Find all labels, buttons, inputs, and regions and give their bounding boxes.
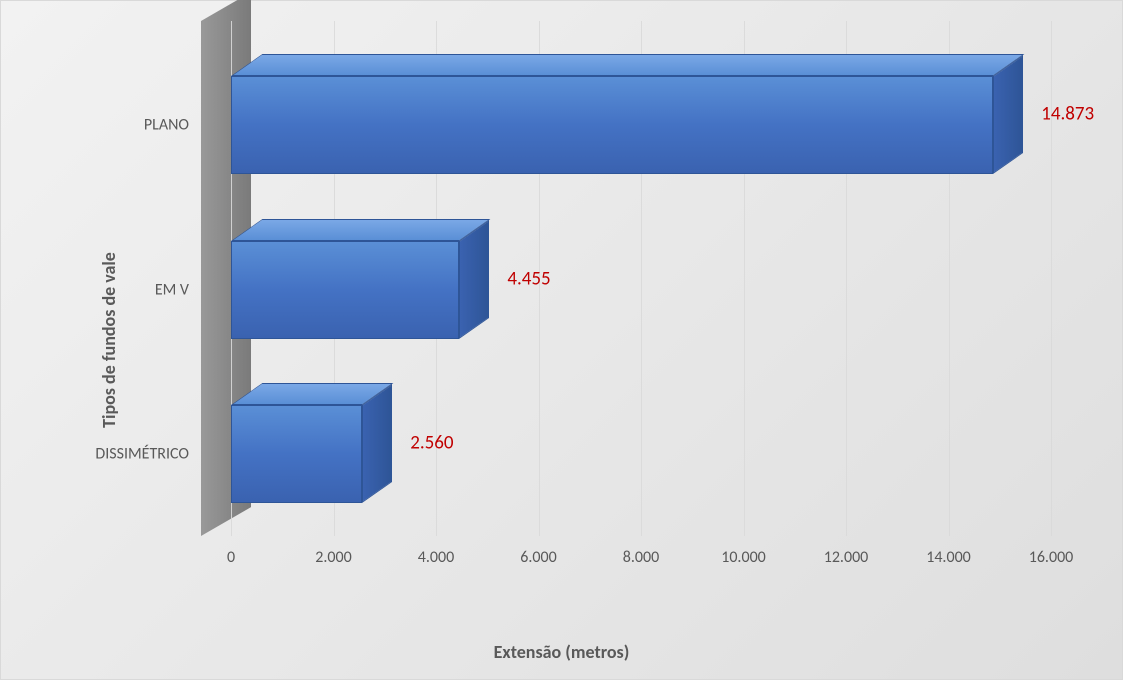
x-tick-label: 14.000 [926,548,971,567]
chart-container: Tipos de fundos de vale Extensão (metros… [0,0,1123,680]
x-tick-label: 6.000 [520,548,556,567]
x-tick-label: 16.000 [1029,548,1074,567]
gridline [1051,21,1052,536]
x-tick-label: 4.000 [418,548,454,567]
x-tick-label: 10.000 [721,548,766,567]
bar-top-face [231,54,1025,76]
y-axis-title: Tipos de fundos de vale [98,252,120,428]
bar-top-face [231,219,491,241]
bar-right-face [993,55,1023,174]
y-category-label: DISSIMÉTRICO [49,444,189,463]
y-category-label: PLANO [49,116,189,135]
x-tick-label: 2.000 [315,548,351,567]
data-label: 4.455 [507,267,550,290]
x-axis-title: Extensão (metros) [494,641,630,663]
bar-right-face [362,384,392,503]
bar-front-face [231,76,993,174]
bar-right-face [459,219,489,338]
data-label: 14.873 [1041,103,1094,126]
x-tick-label: 0 [227,548,235,567]
x-tick-label: 12.000 [824,548,869,567]
y-category-label: EM V [49,280,189,299]
plot-area: 0 2.000 4.000 6.000 8.000 10.000 12.000 14.000 1… [201,21,1081,581]
data-label: 2.560 [410,431,453,454]
x-tick-label: 8.000 [623,548,659,567]
bar-front-face [231,405,362,503]
bar-front-face [231,241,459,339]
